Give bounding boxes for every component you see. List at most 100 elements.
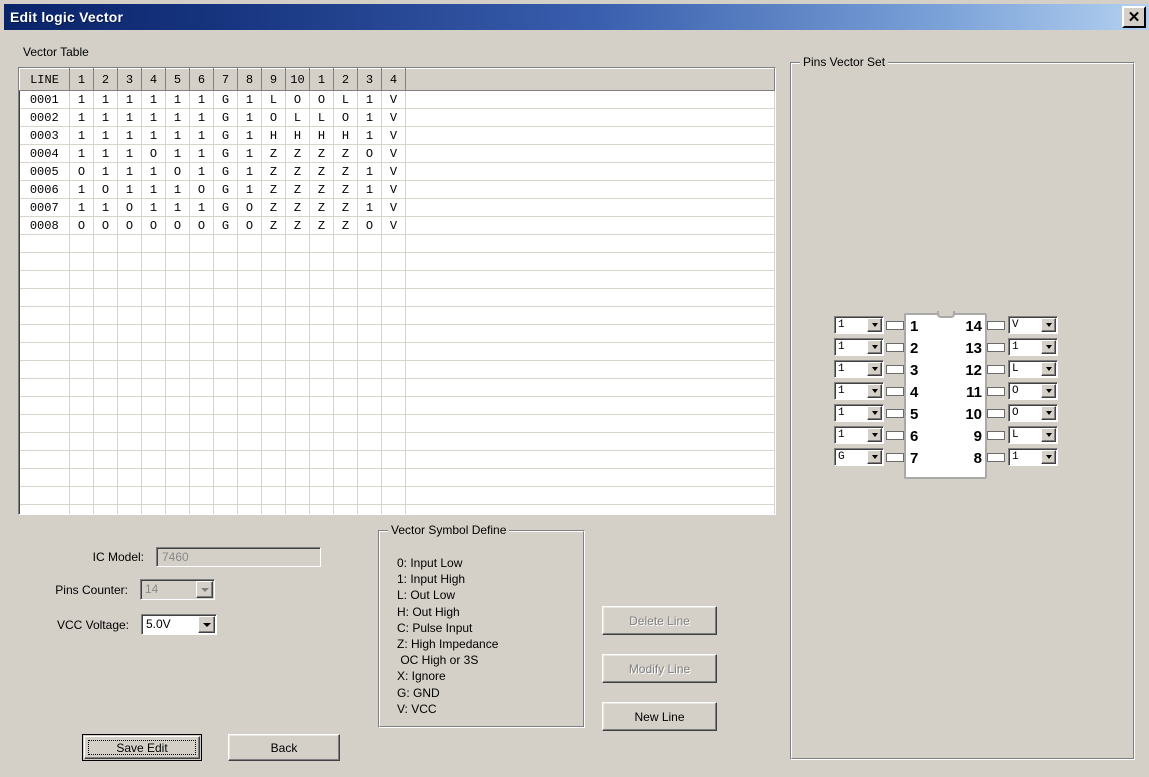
table-row-empty[interactable] xyxy=(19,342,775,361)
table-row[interactable]: 0001 1 1 1 1 1 1 G 1 L O O L 1 V xyxy=(19,90,775,109)
pin-select-2[interactable]: 1 xyxy=(834,338,884,356)
column-header-11[interactable]: 1 xyxy=(309,68,334,91)
cell-empty xyxy=(165,306,190,325)
chevron-down-icon[interactable] xyxy=(867,362,882,376)
table-row-empty[interactable] xyxy=(19,234,775,253)
pin-select-8[interactable]: 1 xyxy=(1008,448,1058,466)
cell-pin-6: O xyxy=(189,216,214,235)
cell-empty xyxy=(405,270,775,289)
pin-select-1[interactable]: 1 xyxy=(834,316,884,334)
chevron-down-icon[interactable] xyxy=(1041,406,1056,420)
table-row[interactable]: 0006 1 O 1 1 1 O G 1 Z Z Z Z 1 V xyxy=(19,180,775,199)
cell-filler xyxy=(405,108,775,127)
table-row-empty[interactable] xyxy=(19,288,775,307)
column-header-1[interactable]: 1 xyxy=(69,68,94,91)
table-row[interactable]: 0003 1 1 1 1 1 1 G 1 H H H H 1 V xyxy=(19,126,775,145)
column-header-line[interactable]: LINE xyxy=(19,68,70,91)
cell-empty xyxy=(357,486,382,505)
save-edit-button[interactable]: Save Edit xyxy=(82,734,202,761)
table-row-empty[interactable] xyxy=(19,486,775,505)
pin-select-6[interactable]: 1 xyxy=(834,426,884,444)
table-row-empty[interactable] xyxy=(19,414,775,433)
pin-select-3[interactable]: 1 xyxy=(834,360,884,378)
table-row[interactable]: 0008 O O O O O O G O Z Z Z Z O V xyxy=(19,216,775,235)
column-header-8[interactable]: 8 xyxy=(237,68,262,91)
cell-empty xyxy=(405,342,775,361)
ic-model-label: IC Model: xyxy=(92,550,144,564)
column-header-5[interactable]: 5 xyxy=(165,68,190,91)
table-row[interactable]: 0005 O 1 1 1 O 1 G 1 Z Z Z Z 1 V xyxy=(19,162,775,181)
column-header-filler[interactable] xyxy=(405,68,775,91)
chevron-down-icon[interactable] xyxy=(867,384,882,398)
table-row[interactable]: 0004 1 1 1 O 1 1 G 1 Z Z Z Z O V xyxy=(19,144,775,163)
column-header-3[interactable]: 3 xyxy=(117,68,142,91)
vcc-voltage-row: VCC Voltage: 5.0V xyxy=(44,614,217,635)
cell-empty xyxy=(69,288,94,307)
pin-select-11[interactable]: O xyxy=(1008,382,1058,400)
cell-pin-1: 1 xyxy=(69,108,94,127)
pin-select-9[interactable]: L xyxy=(1008,426,1058,444)
chevron-down-icon[interactable] xyxy=(1041,384,1056,398)
chevron-down-icon[interactable] xyxy=(198,616,215,633)
column-header-4[interactable]: 4 xyxy=(141,68,166,91)
new-line-button[interactable]: New Line xyxy=(602,702,717,731)
table-row-empty[interactable] xyxy=(19,396,775,415)
table-row-empty[interactable] xyxy=(19,432,775,451)
table-row-empty[interactable] xyxy=(19,306,775,325)
cell-pin-10: Z xyxy=(285,198,310,217)
cell-empty xyxy=(117,414,142,433)
vector-table-container[interactable]: LINE 1 2 3 4 5 6 7 8 9 10 1 2 3 4 0001 1 1 1 1 1 1 G 1 L O O L 1 V 00… xyxy=(18,67,776,515)
column-header-14[interactable]: 4 xyxy=(381,68,406,91)
cell-empty xyxy=(69,324,94,343)
table-row-empty[interactable] xyxy=(19,504,775,514)
pin-select-10[interactable]: O xyxy=(1008,404,1058,422)
table-row[interactable]: 0007 1 1 O 1 1 1 G O Z Z Z Z 1 V xyxy=(19,198,775,217)
table-row[interactable]: 0002 1 1 1 1 1 1 G 1 O L L O 1 V xyxy=(19,108,775,127)
column-header-10[interactable]: 10 xyxy=(285,68,310,91)
chevron-down-icon[interactable] xyxy=(1041,428,1056,442)
pin-select-5[interactable]: 1 xyxy=(834,404,884,422)
cell-empty xyxy=(309,450,334,469)
chevron-down-icon[interactable] xyxy=(867,450,882,464)
chevron-down-icon[interactable] xyxy=(1041,340,1056,354)
table-row-empty[interactable] xyxy=(19,468,775,487)
cell-empty xyxy=(93,360,118,379)
chevron-down-icon[interactable] xyxy=(867,406,882,420)
column-header-2[interactable]: 2 xyxy=(93,68,118,91)
vcc-voltage-select[interactable]: 5.0V xyxy=(141,614,217,635)
cell-filler xyxy=(405,126,775,145)
table-row-empty[interactable] xyxy=(19,360,775,379)
column-header-7[interactable]: 7 xyxy=(213,68,238,91)
chevron-down-icon[interactable] xyxy=(867,428,882,442)
cell-empty xyxy=(141,252,166,271)
table-row-empty[interactable] xyxy=(19,324,775,343)
chevron-down-icon[interactable] xyxy=(867,318,882,332)
cell-pin-7: G xyxy=(213,126,238,145)
pin-select-7[interactable]: G xyxy=(834,448,884,466)
cell-empty xyxy=(285,270,310,289)
table-row-empty[interactable] xyxy=(19,270,775,289)
chevron-down-icon[interactable] xyxy=(867,340,882,354)
pin-select-14[interactable]: V xyxy=(1008,316,1058,334)
table-row-empty[interactable] xyxy=(19,450,775,469)
column-header-6[interactable]: 6 xyxy=(189,68,214,91)
vector-symbol-define-group: Vector Symbol Define 0: Input Low 1: Inpu… xyxy=(378,523,585,728)
close-icon[interactable]: ✕ xyxy=(1122,6,1146,28)
chevron-down-icon[interactable] xyxy=(1041,318,1056,332)
column-header-12[interactable]: 2 xyxy=(333,68,358,91)
chevron-down-icon[interactable] xyxy=(1041,450,1056,464)
column-header-9[interactable]: 9 xyxy=(261,68,286,91)
table-row-empty[interactable] xyxy=(19,252,775,271)
cell-empty xyxy=(285,234,310,253)
column-header-13[interactable]: 3 xyxy=(357,68,382,91)
cell-empty xyxy=(333,486,358,505)
back-button[interactable]: Back xyxy=(228,734,340,761)
cell-empty xyxy=(213,468,238,487)
pin-select-4[interactable]: 1 xyxy=(834,382,884,400)
pin-select-13[interactable]: 1 xyxy=(1008,338,1058,356)
cell-empty xyxy=(237,306,262,325)
table-row-empty[interactable] xyxy=(19,378,775,397)
cell-pin-5: O xyxy=(165,216,190,235)
chevron-down-icon[interactable] xyxy=(1041,362,1056,376)
pin-select-12[interactable]: L xyxy=(1008,360,1058,378)
